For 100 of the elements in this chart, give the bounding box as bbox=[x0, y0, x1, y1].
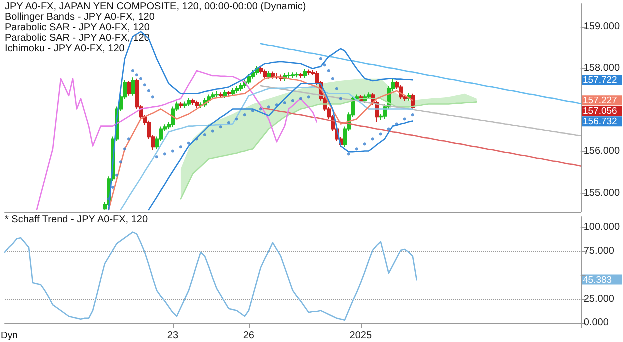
candlestick bbox=[195, 100, 199, 108]
point bbox=[227, 121, 230, 124]
candlestick bbox=[267, 70, 271, 80]
point bbox=[131, 69, 134, 72]
point bbox=[387, 128, 390, 131]
point bbox=[143, 84, 146, 87]
candlestick bbox=[239, 82, 243, 92]
y-tick-label: 155.000 bbox=[584, 188, 620, 199]
text: 156.732 bbox=[583, 116, 618, 128]
candlestick bbox=[295, 72, 299, 78]
point bbox=[299, 97, 302, 100]
point bbox=[119, 160, 122, 164]
y-tick-label: 100.000 bbox=[584, 222, 620, 234]
candlestick bbox=[263, 69, 267, 80]
point bbox=[355, 148, 358, 151]
point bbox=[195, 138, 198, 141]
point bbox=[251, 109, 254, 112]
point bbox=[219, 126, 222, 129]
line-series bbox=[180, 98, 478, 200]
line-series bbox=[36, 70, 318, 211]
candlestick bbox=[271, 71, 275, 80]
point bbox=[163, 152, 166, 156]
x-tick-label: 2025 bbox=[350, 330, 372, 342]
point bbox=[327, 69, 330, 72]
candlestick bbox=[171, 106, 175, 128]
point bbox=[395, 122, 398, 126]
candlestick bbox=[247, 74, 251, 85]
annotation: Bollinger Bands - JPY A0-FX, 120 bbox=[5, 12, 156, 23]
point bbox=[127, 138, 130, 141]
point bbox=[291, 99, 294, 102]
point bbox=[259, 108, 262, 111]
candlestick bbox=[299, 72, 303, 79]
point bbox=[283, 102, 286, 105]
candlestick bbox=[307, 69, 311, 76]
y-tick-label: 0.000 bbox=[584, 318, 610, 329]
point bbox=[411, 114, 414, 117]
point bbox=[275, 104, 278, 107]
candlestick bbox=[211, 92, 215, 100]
text: 157.722 bbox=[583, 75, 618, 86]
point bbox=[107, 198, 110, 201]
candlestick bbox=[367, 92, 371, 100]
candlestick bbox=[303, 68, 307, 79]
candlestick bbox=[131, 77, 135, 96]
point bbox=[363, 142, 366, 146]
point bbox=[331, 77, 334, 80]
point bbox=[379, 132, 382, 136]
point bbox=[403, 118, 406, 121]
point bbox=[155, 156, 158, 159]
point bbox=[235, 118, 238, 121]
line-series bbox=[260, 43, 582, 104]
candlestick bbox=[291, 72, 295, 79]
point bbox=[147, 89, 150, 92]
candlestick bbox=[355, 94, 359, 102]
candlestick bbox=[207, 94, 211, 104]
y-tick-label: 158.000 bbox=[584, 62, 620, 74]
candlestick bbox=[235, 86, 239, 94]
point bbox=[151, 96, 154, 99]
point bbox=[179, 146, 182, 149]
point bbox=[243, 114, 246, 117]
x-tick-label: 23 bbox=[167, 330, 179, 342]
point bbox=[203, 134, 206, 137]
x-tick-label: 26 bbox=[243, 330, 255, 342]
candlestick bbox=[187, 98, 191, 107]
point bbox=[335, 87, 338, 90]
point bbox=[371, 138, 374, 141]
line-series bbox=[260, 85, 582, 137]
candlestick bbox=[259, 66, 263, 74]
chart-title: * Schaff Trend - JPY A0-FX, 120 bbox=[5, 214, 148, 226]
chart-title: JPY A0-FX, JAPAN YEN COMPOSITE, 120, 00:00-00:00 (Dynamic) bbox=[5, 2, 306, 12]
candlestick bbox=[191, 98, 195, 106]
annotation: Ichimoku - JPY A0-FX, 120 bbox=[5, 44, 126, 54]
text: 157.227 bbox=[583, 96, 618, 107]
candlestick bbox=[183, 101, 187, 108]
y-tick-label: 25.000 bbox=[584, 294, 615, 305]
line-series bbox=[260, 107, 582, 167]
candlestick bbox=[179, 102, 183, 108]
candlestick bbox=[231, 88, 235, 96]
point bbox=[111, 186, 114, 189]
candlestick bbox=[227, 90, 231, 96]
text: 157.056 bbox=[583, 106, 618, 118]
point bbox=[339, 97, 342, 100]
candlestick bbox=[127, 80, 131, 96]
point bbox=[319, 57, 322, 60]
annotation: Parabolic SAR - JPY A0-FX, 120 bbox=[5, 22, 150, 34]
candlestick bbox=[287, 72, 291, 79]
y-tick-label: 159.000 bbox=[584, 21, 620, 32]
point bbox=[135, 74, 138, 77]
candlestick bbox=[219, 92, 223, 99]
y-tick-label: 156.000 bbox=[584, 146, 620, 158]
point bbox=[171, 150, 174, 153]
point bbox=[307, 96, 310, 99]
point bbox=[187, 142, 190, 145]
point bbox=[123, 148, 126, 151]
point bbox=[267, 106, 270, 109]
text: Dyn bbox=[1, 330, 18, 342]
point bbox=[139, 77, 142, 80]
point bbox=[323, 64, 326, 67]
text: 45.383 bbox=[583, 274, 612, 286]
y-tick-label: 75.000 bbox=[584, 246, 615, 257]
candlestick bbox=[215, 90, 219, 98]
